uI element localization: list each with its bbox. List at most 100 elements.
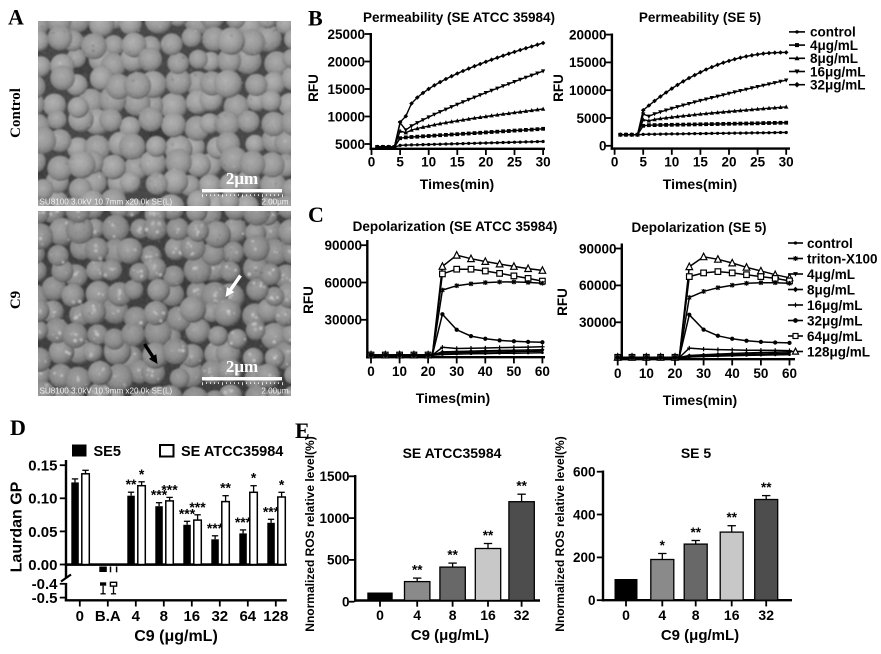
svg-text:8: 8 <box>160 608 168 625</box>
svg-text:**: ** <box>483 528 494 543</box>
svg-text:C: C <box>308 202 324 227</box>
svg-text:8μg/mL: 8μg/mL <box>807 282 855 297</box>
svg-text:128μg/mL: 128μg/mL <box>807 344 870 359</box>
svg-text:D: D <box>10 415 26 440</box>
svg-text:32: 32 <box>211 608 228 625</box>
svg-text:2μm: 2μm <box>226 169 258 188</box>
svg-text:15: 15 <box>693 155 709 170</box>
svg-text:Permeability (SE ATCC 35984): Permeability (SE ATCC 35984) <box>363 10 555 25</box>
svg-text:10: 10 <box>639 366 654 381</box>
svg-text:*: * <box>279 476 285 492</box>
svg-text:A: A <box>8 5 24 30</box>
svg-text:8μg/mL: 8μg/mL <box>810 51 858 66</box>
svg-text:***: *** <box>263 503 280 519</box>
svg-text:***: *** <box>151 487 168 503</box>
svg-text:5: 5 <box>639 155 647 170</box>
svg-text:90000: 90000 <box>579 241 617 256</box>
svg-text:Control: Control <box>8 88 24 138</box>
svg-text:40: 40 <box>725 366 740 381</box>
svg-text:32: 32 <box>758 607 774 623</box>
svg-text:RFU: RFU <box>306 74 321 102</box>
svg-text:20: 20 <box>421 364 436 379</box>
svg-text:30: 30 <box>696 366 711 381</box>
svg-text:16μg/mL: 16μg/mL <box>810 64 866 79</box>
svg-text:1000: 1000 <box>319 511 349 526</box>
svg-text:0.05: 0.05 <box>28 524 57 541</box>
svg-text:5000: 5000 <box>576 111 606 126</box>
svg-text:*: * <box>251 470 257 486</box>
svg-text:triton-X100: triton-X100 <box>807 251 878 266</box>
svg-text:40: 40 <box>478 364 493 379</box>
svg-text:0: 0 <box>588 593 596 608</box>
svg-text:0: 0 <box>622 607 630 623</box>
svg-text:16: 16 <box>183 608 200 625</box>
svg-text:Laurdan GP: Laurdan GP <box>9 481 26 572</box>
svg-text:**: ** <box>126 476 137 492</box>
svg-text:control: control <box>810 25 856 40</box>
svg-text:15000: 15000 <box>569 55 607 70</box>
svg-text:***: *** <box>235 514 252 530</box>
svg-text:25: 25 <box>750 155 766 170</box>
svg-text:20000: 20000 <box>327 54 365 69</box>
svg-text:**: ** <box>726 510 737 525</box>
svg-text:16: 16 <box>480 607 496 623</box>
svg-text:Permeability (SE 5): Permeability (SE 5) <box>639 10 761 25</box>
svg-text:**: ** <box>220 480 231 496</box>
svg-text:C9 (μg/mL): C9 (μg/mL) <box>134 628 218 645</box>
svg-text:10000: 10000 <box>569 83 607 98</box>
svg-text:**: ** <box>447 548 458 563</box>
svg-text:C9 (μg/mL): C9 (μg/mL) <box>411 627 489 644</box>
svg-text:15000: 15000 <box>327 82 365 97</box>
svg-text:E: E <box>295 418 310 443</box>
svg-text:***: *** <box>207 520 224 536</box>
svg-text:5: 5 <box>396 155 404 170</box>
svg-text:SU8100 3.0kV 10.9mm x20.0k SE(: SU8100 3.0kV 10.9mm x20.0k SE(L) <box>40 387 173 396</box>
svg-text:-0.5: -0.5 <box>32 590 58 607</box>
svg-text:C9: C9 <box>8 291 24 309</box>
svg-text:200: 200 <box>573 550 596 565</box>
svg-text:0: 0 <box>614 366 622 381</box>
svg-text:**: ** <box>690 525 701 540</box>
svg-text:20000: 20000 <box>569 27 607 42</box>
svg-text:Nnormalized ROS relative level: Nnormalized ROS relative level(%) <box>303 436 317 631</box>
svg-text:SE5: SE5 <box>94 444 121 460</box>
svg-text:*: * <box>139 466 145 482</box>
svg-text:32: 32 <box>514 607 530 623</box>
svg-text:RFU: RFU <box>555 288 570 316</box>
svg-text:90000: 90000 <box>324 238 362 253</box>
svg-text:***: *** <box>161 481 178 497</box>
svg-text:B.A: B.A <box>95 608 121 625</box>
svg-text:0.15: 0.15 <box>28 458 57 475</box>
svg-text:10: 10 <box>664 155 679 170</box>
svg-text:8: 8 <box>692 607 700 623</box>
svg-text:60000: 60000 <box>579 278 617 293</box>
svg-text:**: ** <box>412 563 423 578</box>
svg-text:25: 25 <box>507 155 523 170</box>
svg-text:60: 60 <box>535 364 550 379</box>
svg-text:15: 15 <box>450 155 466 170</box>
svg-text:600: 600 <box>573 465 596 480</box>
svg-text:32μg/mL: 32μg/mL <box>807 313 863 328</box>
svg-text:5000: 5000 <box>335 137 365 152</box>
svg-text:C9 (μg/mL): C9 (μg/mL) <box>661 627 739 644</box>
svg-text:50: 50 <box>753 366 768 381</box>
svg-text:**: ** <box>761 480 772 495</box>
svg-text:*: * <box>660 538 666 553</box>
svg-text:30: 30 <box>449 364 464 379</box>
svg-text:Times(min): Times(min) <box>416 390 490 406</box>
svg-text:16: 16 <box>724 607 740 623</box>
svg-text:0: 0 <box>599 139 607 154</box>
svg-text:20: 20 <box>478 155 493 170</box>
svg-text:2.00μm: 2.00μm <box>261 198 288 207</box>
svg-text:0: 0 <box>376 607 384 623</box>
svg-text:400: 400 <box>573 507 596 522</box>
svg-text:**: ** <box>516 479 527 494</box>
svg-text:SE ATCC35984: SE ATCC35984 <box>403 445 502 461</box>
svg-text:control: control <box>807 236 853 251</box>
svg-text:30000: 30000 <box>324 313 362 328</box>
svg-text:4: 4 <box>132 608 141 625</box>
svg-text:4μg/mL: 4μg/mL <box>810 38 858 53</box>
svg-text:***: *** <box>179 505 196 521</box>
svg-text:32μg/mL: 32μg/mL <box>810 78 866 93</box>
svg-text:2.00μm: 2.00μm <box>261 387 288 396</box>
